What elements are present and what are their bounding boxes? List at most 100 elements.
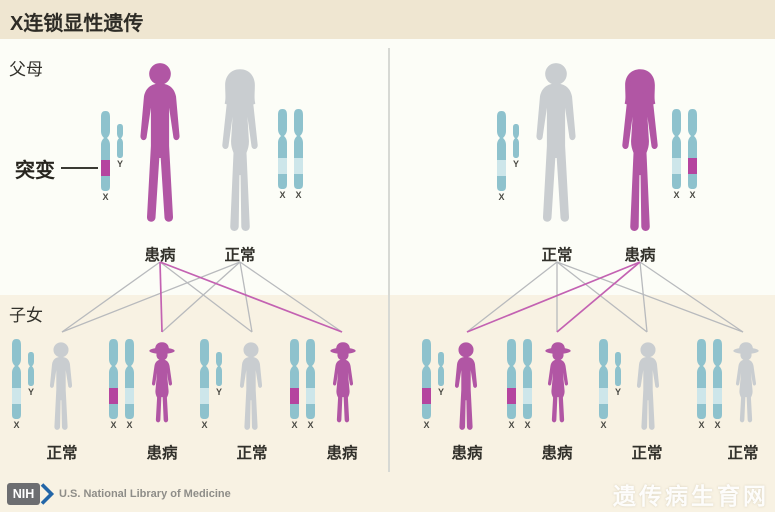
- inheritance-lines: [61, 261, 343, 333]
- diagram-canvas: 父母 子女 突变 X Y 患病 X X 正常 X Y 正常: [0, 39, 775, 512]
- figure-girl-affected: [540, 332, 576, 436]
- chromosome-pair: X X: [670, 108, 699, 200]
- nih-logo: NIH: [7, 483, 40, 505]
- status-label: 患病: [146, 445, 178, 462]
- chromosome-X-icon: [306, 339, 315, 419]
- chromosome-X: X: [10, 338, 23, 430]
- chromosome-X-mutant: X: [420, 338, 433, 430]
- chromosome-Y: Y: [26, 351, 36, 397]
- chromosome-Y-icon: [117, 124, 123, 158]
- chromosome-Y: Y: [115, 123, 125, 169]
- page-title: X连锁显性遗传: [10, 13, 144, 35]
- chromosome-letter: X: [279, 190, 286, 200]
- chromosome-X-icon: [688, 109, 697, 189]
- chromosome-letter: X: [423, 420, 430, 430]
- chromosome-Y-icon: [28, 352, 34, 386]
- chromosome-letter: Y: [512, 159, 519, 169]
- nih-chevron-icon: [40, 483, 55, 505]
- chromosome-X-mutant: X: [505, 338, 518, 430]
- figure-boy-normal: [632, 339, 664, 436]
- figure-girl-normal: [728, 332, 764, 436]
- parents-section-label: 父母: [9, 60, 43, 79]
- chromosome-letter: Y: [116, 159, 123, 169]
- chromosome-X-icon: [713, 339, 722, 419]
- chromosome-X-icon: [507, 339, 516, 419]
- chromosome-X-icon: [672, 109, 681, 189]
- chromosome-letter: Y: [27, 387, 34, 397]
- organization-name: U.S. National Library of Medicine: [59, 488, 231, 500]
- chromosome-letter: Y: [437, 387, 444, 397]
- mutation-pointer-line: [61, 167, 98, 169]
- chromosome-X-icon: [290, 339, 299, 419]
- chromosome-X-icon: [599, 339, 608, 419]
- chromosome-X-icon: [523, 339, 532, 419]
- title-bar: X连锁显性遗传: [0, 0, 775, 39]
- chromosome-X-mutant: X: [686, 108, 699, 200]
- chromosome-pair: X X: [107, 338, 136, 430]
- chromosome-pair: X X: [505, 338, 534, 430]
- chromosome-Y: Y: [436, 351, 446, 397]
- chromosome-letter: X: [201, 420, 208, 430]
- chromosome-pair: X X: [695, 338, 724, 430]
- chromosome-letter: X: [698, 420, 705, 430]
- chromosome-X-mutant: X: [99, 110, 112, 202]
- figure-adult-male-normal: [530, 50, 582, 240]
- status-label: 患病: [624, 247, 656, 264]
- figure-adult-male-affected: [134, 50, 186, 240]
- chromosome-pair: X Y: [99, 110, 125, 202]
- panel-divider: [388, 48, 390, 472]
- chromosome-X: X: [292, 108, 305, 200]
- status-label: 正常: [631, 445, 663, 462]
- chromosome-pair: X X: [276, 108, 305, 200]
- chromosome-X-icon: [278, 109, 287, 189]
- chromosome-Y-icon: [513, 124, 519, 158]
- chromosome-pair: X Y: [198, 338, 224, 430]
- chromosome-X: X: [276, 108, 289, 200]
- inheritance-lines: [466, 261, 744, 333]
- chromosome-X-icon: [294, 109, 303, 189]
- chromosome-Y: Y: [613, 351, 623, 397]
- family-panel-affected-mother: X Y 正常 X X 患病 X Y 患病 X X 患病 X Y 正常 X X 正常: [388, 39, 775, 512]
- status-label: 正常: [236, 445, 268, 462]
- status-label: 正常: [541, 247, 573, 264]
- chromosome-Y-icon: [216, 352, 222, 386]
- watermark: 遗传病生育网: [613, 483, 769, 509]
- chromosome-letter: X: [110, 420, 117, 430]
- chromosome-Y-icon: [615, 352, 621, 386]
- chromosome-X: X: [597, 338, 610, 430]
- chromosome-pair: X Y: [420, 338, 446, 430]
- status-label: 患病: [144, 247, 176, 264]
- chromosome-letter: X: [291, 420, 298, 430]
- chromosome-letter: Y: [614, 387, 621, 397]
- figure-boy-normal: [45, 339, 77, 436]
- chromosome-X: X: [304, 338, 317, 430]
- chromosome-X-mutant: X: [288, 338, 301, 430]
- chromosome-X: X: [711, 338, 724, 430]
- chromosome-X-icon: [12, 339, 21, 419]
- status-label: 患病: [451, 445, 483, 462]
- chromosome-X: X: [123, 338, 136, 430]
- chromosome-X-icon: [422, 339, 431, 419]
- figure-adult-female-normal: [214, 62, 266, 240]
- chromosome-letter: X: [524, 420, 531, 430]
- status-label: 患病: [541, 445, 573, 462]
- chromosome-letter: X: [673, 190, 680, 200]
- figure-boy-normal: [235, 339, 267, 436]
- chromosome-letter: X: [508, 420, 515, 430]
- chromosome-X-icon: [697, 339, 706, 419]
- chromosome-X-icon: [200, 339, 209, 419]
- chromosome-X-icon: [101, 111, 110, 191]
- family-panel-affected-father: X Y 患病 X X 正常 X Y 正常 X X 患病 X Y 正常 X X 患病: [0, 39, 388, 512]
- chromosome-Y-icon: [438, 352, 444, 386]
- chromosome-X-mutant: X: [107, 338, 120, 430]
- figure-girl-affected: [144, 332, 180, 436]
- chromosome-pair: X X: [288, 338, 317, 430]
- chromosome-X: X: [695, 338, 708, 430]
- chromosome-X-icon: [125, 339, 134, 419]
- chromosome-letter: X: [13, 420, 20, 430]
- chromosome-X: X: [670, 108, 683, 200]
- chromosome-letter: X: [102, 192, 109, 202]
- chromosome-X: X: [495, 110, 508, 202]
- chromosome-X-icon: [497, 111, 506, 191]
- chromosome-pair: X Y: [10, 338, 36, 430]
